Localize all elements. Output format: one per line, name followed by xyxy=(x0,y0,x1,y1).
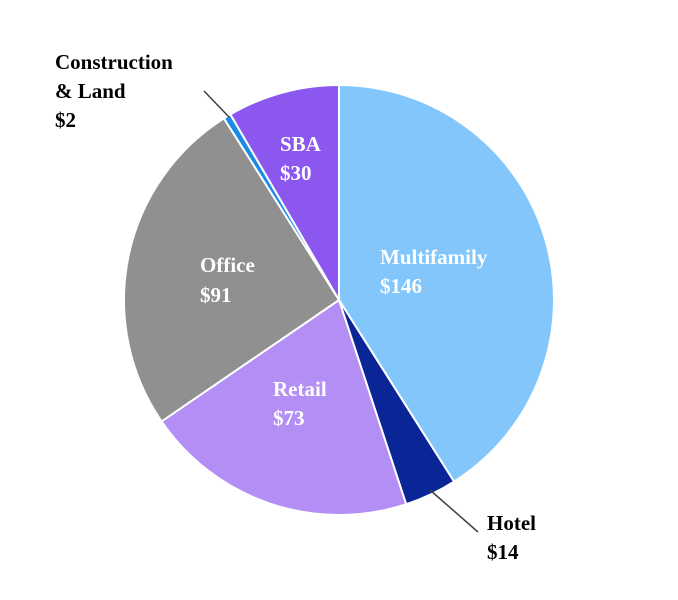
pie-slice-sba xyxy=(229,83,340,304)
leader-line-hotel xyxy=(429,489,479,533)
label-sba-name: SBA xyxy=(280,132,322,156)
pie-slice-multifamily xyxy=(338,83,555,483)
slice-labels: Multifamily $146 Hotel $14 Retail $73 Of… xyxy=(55,50,536,564)
pie-slice-office xyxy=(123,117,341,423)
label-office-value: $91 xyxy=(200,283,232,307)
leader-lines xyxy=(203,90,479,533)
label-construction-value: $2 xyxy=(55,108,76,132)
label-multifamily-name: Multifamily xyxy=(380,245,488,269)
label-hotel-name: Hotel xyxy=(487,511,536,535)
label-office-name: Office xyxy=(200,253,255,277)
label-hotel-value: $14 xyxy=(487,540,519,564)
label-retail-name: Retail xyxy=(273,377,327,401)
pie-slices xyxy=(123,83,555,516)
leader-line-construction xyxy=(203,90,230,118)
label-sba-value: $30 xyxy=(280,161,312,185)
pie-slice-retail xyxy=(160,298,408,516)
label-multifamily-value: $146 xyxy=(380,274,422,298)
label-construction-line2: & Land xyxy=(55,79,126,103)
label-retail-value: $73 xyxy=(273,406,305,430)
label-construction-line1: Construction xyxy=(55,50,173,74)
